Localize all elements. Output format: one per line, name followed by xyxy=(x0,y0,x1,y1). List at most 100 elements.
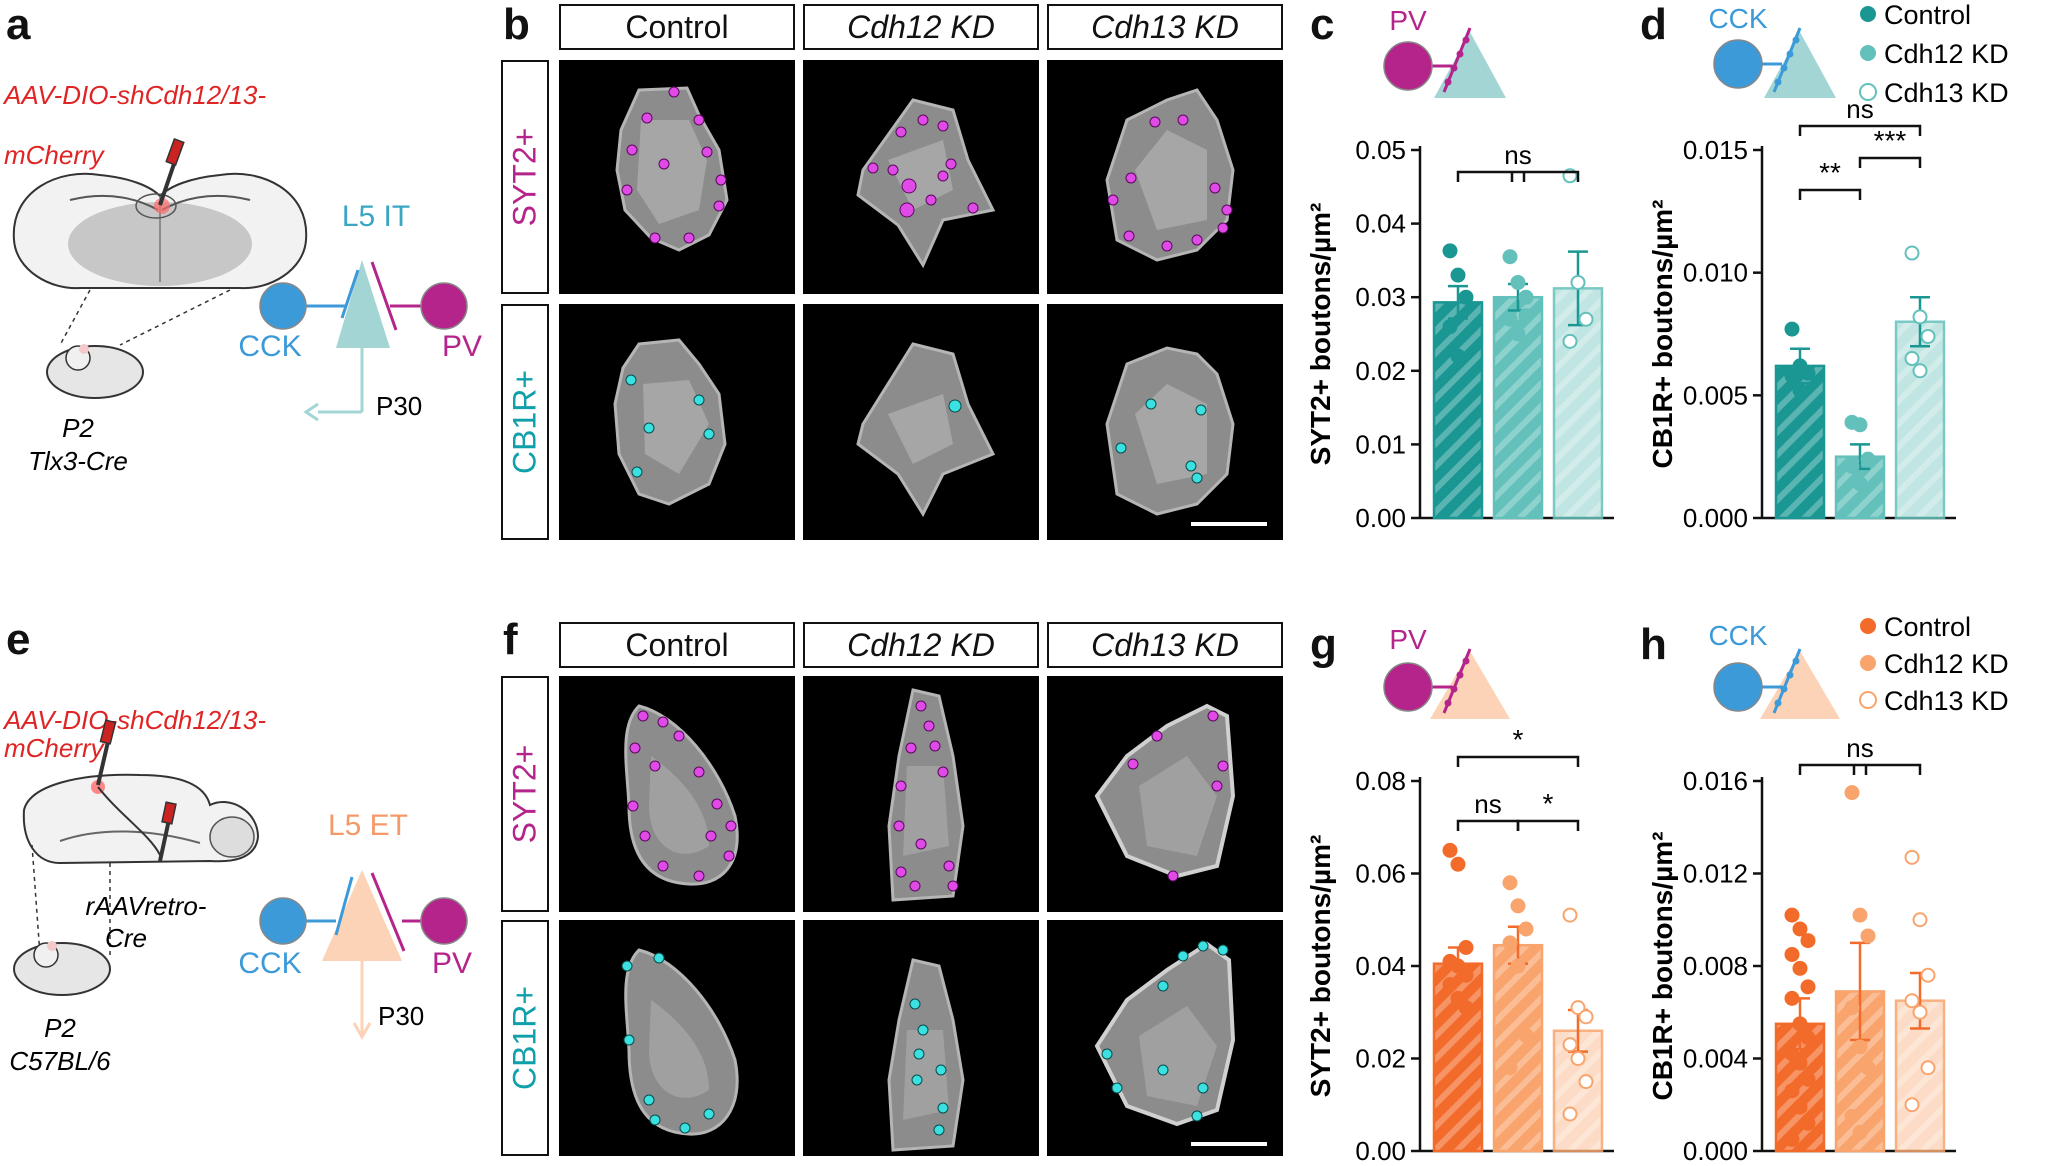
data-point-d-1 xyxy=(1844,458,1860,474)
significance-label-d-2: *** xyxy=(1874,125,1907,156)
y-tick-label-g: 0.04 xyxy=(1355,951,1406,981)
legend-swatch-cdh13-d xyxy=(1859,83,1877,101)
legend-swatch-control-h xyxy=(1860,618,1876,634)
panel-letter-g: g xyxy=(1310,620,1337,669)
data-point-c-0 xyxy=(1450,348,1466,364)
data-point-g-2 xyxy=(1562,1106,1578,1122)
data-point-h-0 xyxy=(1784,946,1800,962)
cck-label-a: CCK xyxy=(238,330,301,363)
data-point-h-1 xyxy=(1852,907,1868,923)
significance-label-h-0: ns xyxy=(1846,733,1873,763)
virus-label-line1: AAV-DIO-shCdh12/13- xyxy=(2,80,266,110)
data-point-h-0 xyxy=(1800,1071,1816,1087)
col-header-cdh13-f: Cdh13 KD xyxy=(1047,622,1283,668)
pv-label-a: PV xyxy=(442,330,482,363)
cck-cell-icon-e xyxy=(259,897,307,945)
col-header-control-b: Control xyxy=(559,4,795,50)
et-neuron-diagram xyxy=(259,870,468,1041)
data-point-d-1 xyxy=(1852,417,1868,433)
y-tick-label-g: 0.06 xyxy=(1355,859,1406,889)
data-point-c-2 xyxy=(1570,274,1586,290)
micrograph-b-cb1r-control xyxy=(559,304,795,540)
data-point-h-0 xyxy=(1784,1046,1800,1062)
y-axis-label-d: CB1R+ boutons/µm² xyxy=(1647,200,1678,469)
cck-cell-icon-a xyxy=(259,282,307,330)
legend-swatch-cdh12-h xyxy=(1860,655,1876,671)
bar-g-0 xyxy=(1432,962,1484,1153)
col-header-cdh13-b: Cdh13 KD xyxy=(1047,4,1283,50)
data-point-g-1 xyxy=(1518,921,1534,937)
data-point-h-0 xyxy=(1784,1083,1800,1099)
data-point-g-1 xyxy=(1510,898,1526,914)
svg-text:Control: Control xyxy=(1884,612,1971,642)
y-tick-label-d: 0.000 xyxy=(1683,503,1748,533)
inset-label-g: PV xyxy=(1389,624,1427,655)
pv-cell-icon-a xyxy=(420,282,468,330)
bar-c-2 xyxy=(1552,287,1604,520)
significance-bracket-d-0: ns xyxy=(1798,100,1922,136)
data-point-d-0 xyxy=(1800,365,1816,381)
data-point-g-0 xyxy=(1458,967,1474,983)
data-point-g-2 xyxy=(1562,907,1578,923)
significance-bracket-g-0: * xyxy=(1456,724,1580,767)
significance-label-c-0: ns xyxy=(1504,140,1531,170)
row-label-syt2-f: SYT2+ xyxy=(501,676,549,912)
y-tick-label-c: 0.02 xyxy=(1355,356,1406,386)
data-point-d-2 xyxy=(1904,351,1920,367)
y-tick-label-h: 0.012 xyxy=(1683,859,1748,889)
y-tick-label-c: 0.00 xyxy=(1355,503,1406,533)
pup-mouse-icon-a xyxy=(46,344,144,399)
micrograph-f-syt2-control xyxy=(559,676,795,912)
data-point-c-1 xyxy=(1518,308,1534,324)
data-point-g-2 xyxy=(1570,1000,1586,1016)
virus-label-line1-e: AAV-DIO-shCdh12/13- xyxy=(2,705,266,735)
data-point-g-2 xyxy=(1570,1051,1586,1066)
data-point-c-1 xyxy=(1510,326,1526,342)
data-point-g-0 xyxy=(1450,856,1466,872)
data-point-g-0 xyxy=(1450,990,1466,1006)
coronal-brain-icon xyxy=(12,172,308,290)
data-point-d-0 xyxy=(1792,382,1808,398)
data-point-h-0 xyxy=(1792,1055,1808,1071)
y-tick-label-c: 0.05 xyxy=(1355,135,1406,165)
it-neuron-diagram xyxy=(259,260,468,422)
data-point-c-1 xyxy=(1502,311,1518,327)
inset-pv-et-g: PV xyxy=(1370,615,1530,730)
col-header-cdh12-f: Cdh12 KD xyxy=(803,622,1039,668)
data-point-d-0 xyxy=(1784,368,1800,384)
y-axis-label-c: SYT2+ boutons/µm² xyxy=(1305,203,1336,466)
data-point-c-1 xyxy=(1510,274,1526,290)
data-point-h-1 xyxy=(1852,1039,1868,1055)
col-header-cdh12-b: Cdh12 KD xyxy=(803,4,1039,50)
y-tick-label-g: 0.00 xyxy=(1355,1136,1406,1161)
data-point-h-0 xyxy=(1792,1016,1808,1032)
pv-cell-icon-e xyxy=(420,897,468,945)
data-point-c-2 xyxy=(1578,311,1594,327)
significance-label-g-0: * xyxy=(1513,724,1524,755)
data-point-h-0 xyxy=(1784,990,1800,1006)
data-point-g-1 xyxy=(1502,935,1518,951)
panel-letter-h: h xyxy=(1640,620,1667,669)
syringe-icon-a xyxy=(158,138,185,206)
significance-bracket-d-1: ** xyxy=(1798,157,1862,200)
data-point-h-2 xyxy=(1912,912,1928,928)
pv-label-e: PV xyxy=(432,947,472,980)
col-header-control-f: Control xyxy=(559,622,795,668)
legend-swatch-cdh12-d xyxy=(1860,45,1876,61)
sagittal-brain-icon xyxy=(22,773,260,865)
legend-swatch-control-d xyxy=(1860,6,1876,22)
data-point-h-0 xyxy=(1800,979,1816,995)
data-point-c-0 xyxy=(1442,319,1458,335)
panel-letter-c: c xyxy=(1310,0,1335,49)
data-point-g-0 xyxy=(1442,842,1458,858)
micrograph-f-syt2-cdh13 xyxy=(1047,676,1283,912)
y-tick-label-d: 0.015 xyxy=(1683,135,1748,165)
data-point-g-2 xyxy=(1578,1074,1594,1090)
row-label-cb1r-f: CB1R+ xyxy=(501,920,549,1156)
pup-mouse-icon-e xyxy=(13,941,111,996)
data-point-g-1 xyxy=(1502,875,1518,891)
cell-type-label-et: L5 ET xyxy=(328,809,408,842)
data-point-g-0 xyxy=(1450,958,1466,974)
data-point-d-1 xyxy=(1852,476,1868,492)
micrograph-f-cb1r-cdh12 xyxy=(803,920,1039,1156)
